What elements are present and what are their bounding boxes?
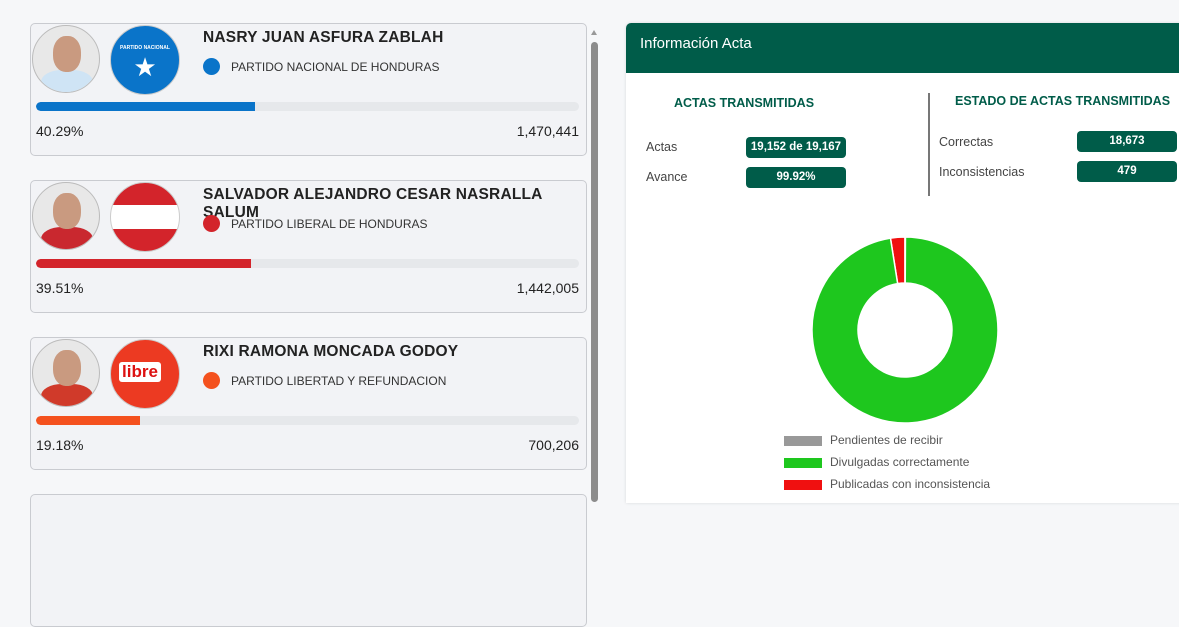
avance-label: Avance <box>646 170 687 184</box>
party-color-dot <box>203 215 220 232</box>
correctas-label: Correctas <box>939 135 993 149</box>
vote-progress-fill <box>36 102 255 111</box>
libre-logo: libre <box>110 339 180 409</box>
vote-progress-bar <box>36 416 579 425</box>
legend-label: Pendientes de recibir <box>830 433 943 447</box>
legend-swatch <box>784 480 822 490</box>
candidate-card[interactable]: libre RIXI RAMONA MONCADA GODOY PARTIDO … <box>30 337 587 470</box>
inconsistencias-label: Inconsistencias <box>939 165 1024 179</box>
vote-count: 1,470,441 <box>517 123 579 139</box>
vote-percent: 19.18% <box>36 437 83 453</box>
correctas-value: 18,673 <box>1077 131 1177 152</box>
candidate-card-partial <box>30 494 587 627</box>
candidate-photo <box>32 25 100 93</box>
party-color-dot <box>203 58 220 75</box>
legend-label: Publicadas con inconsistencia <box>830 477 990 491</box>
party-name: PARTIDO LIBERAL DE HONDURAS <box>231 217 428 231</box>
avance-value: 99.92% <box>746 167 846 188</box>
party-name: PARTIDO LIBERTAD Y REFUNDACION <box>231 374 446 388</box>
vote-percent: 39.51% <box>36 280 83 296</box>
divider <box>928 93 930 196</box>
legend-divulgadas[interactable]: Divulgadas correctamente <box>784 455 969 469</box>
vote-progress-fill <box>36 416 140 425</box>
candidate-name: RIXI RAMONA MONCADA GODOY <box>203 343 458 361</box>
estado-heading: ESTADO DE ACTAS TRANSMITIDAS <box>955 94 1170 108</box>
party-name: PARTIDO NACIONAL DE HONDURAS <box>231 60 439 74</box>
legend-pendientes[interactable]: Pendientes de recibir <box>784 433 943 447</box>
vote-count: 700,206 <box>528 437 579 453</box>
actas-label: Actas <box>646 140 677 154</box>
legend-swatch <box>784 436 822 446</box>
candidate-photo <box>32 182 100 250</box>
party-color-dot <box>203 372 220 389</box>
actas-transmitidas-heading: ACTAS TRANSMITIDAS <box>674 96 814 110</box>
panel-title: Información Acta <box>626 23 1179 73</box>
logo-text: libre <box>119 362 161 382</box>
vote-progress-bar <box>36 102 579 111</box>
actas-donut-chart <box>805 230 1005 430</box>
candidate-photo <box>32 339 100 407</box>
vote-count: 1,442,005 <box>517 280 579 296</box>
legend-publicadas[interactable]: Publicadas con inconsistencia <box>784 477 990 491</box>
donut-slice-divulgadas-correctamente[interactable] <box>812 237 998 423</box>
candidate-card[interactable]: SALVADOR ALEJANDRO CESAR NASRALLA SALUM … <box>30 180 587 313</box>
vote-percent: 40.29% <box>36 123 83 139</box>
inconsistencias-value: 479 <box>1077 161 1177 182</box>
vote-progress-fill <box>36 259 251 268</box>
partido-nacional-logo: PARTIDO NACIONAL★ <box>110 25 180 95</box>
logo-text: PARTIDO NACIONAL <box>111 45 179 51</box>
legend-swatch <box>784 458 822 468</box>
candidate-card[interactable]: PARTIDO NACIONAL★ NASRY JUAN ASFURA ZABL… <box>30 23 587 156</box>
partido-liberal-logo <box>110 182 180 252</box>
star-icon: ★ <box>111 52 179 83</box>
candidate-name: NASRY JUAN ASFURA ZABLAH <box>203 29 443 47</box>
scroll-up-arrow-icon[interactable] <box>591 30 597 35</box>
vote-progress-bar <box>36 259 579 268</box>
scrollbar[interactable] <box>590 30 599 496</box>
scrollbar-thumb[interactable] <box>591 42 598 502</box>
actas-value: 19,152 de 19,167 <box>746 137 846 158</box>
informacion-acta-panel: Información Acta ACTAS TRANSMITIDAS Acta… <box>626 23 1179 503</box>
legend-label: Divulgadas correctamente <box>830 455 969 469</box>
